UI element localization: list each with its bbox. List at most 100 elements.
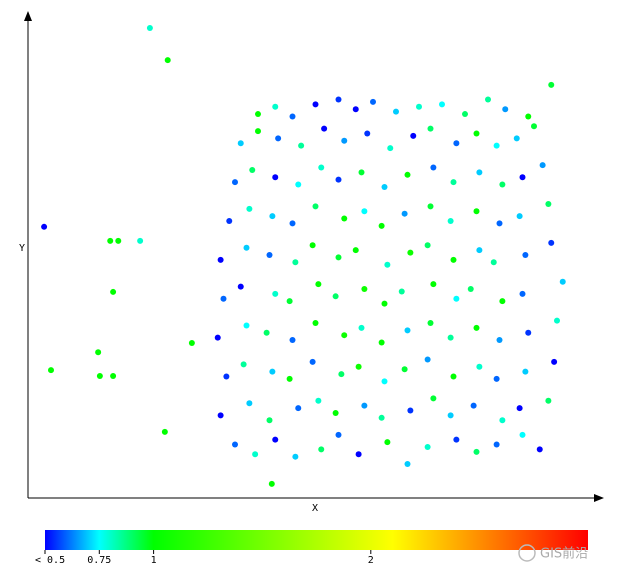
point <box>499 417 506 424</box>
point <box>381 378 388 385</box>
point <box>110 373 117 380</box>
point <box>407 407 414 414</box>
point <box>430 281 437 288</box>
point <box>332 293 339 300</box>
point <box>404 327 411 334</box>
point <box>275 135 282 142</box>
point <box>341 332 348 339</box>
point <box>272 103 279 110</box>
colorbar-tick-label: 2 <box>368 555 374 566</box>
point <box>404 171 411 178</box>
point <box>476 363 483 370</box>
point <box>146 25 153 32</box>
point <box>554 317 560 324</box>
point <box>341 215 348 222</box>
point <box>110 288 117 295</box>
point <box>161 428 168 435</box>
point <box>384 261 391 268</box>
point <box>470 402 477 409</box>
point <box>358 324 365 331</box>
point <box>266 417 273 424</box>
point <box>427 125 434 132</box>
point <box>496 220 503 227</box>
point <box>217 412 224 419</box>
point <box>338 371 345 378</box>
point <box>516 405 523 412</box>
colorbar-tick-label: < 0.5 <box>35 555 65 566</box>
point <box>499 181 506 188</box>
point <box>315 397 322 404</box>
point <box>214 334 221 341</box>
point <box>453 436 460 443</box>
point <box>427 320 434 327</box>
point <box>378 414 385 421</box>
point <box>439 101 445 108</box>
point <box>352 106 359 113</box>
point <box>447 217 454 224</box>
point <box>536 446 543 453</box>
point <box>450 256 457 263</box>
point <box>496 337 503 344</box>
point <box>473 448 480 455</box>
point <box>309 358 316 365</box>
point <box>272 436 279 443</box>
colorbar-tick-label: 1 <box>151 555 157 566</box>
point <box>295 405 302 412</box>
points <box>41 25 566 487</box>
point <box>137 237 144 244</box>
point <box>424 242 431 249</box>
point <box>519 174 526 181</box>
point <box>315 281 322 288</box>
point <box>318 446 325 453</box>
point <box>243 322 250 329</box>
point <box>48 367 54 374</box>
point <box>424 356 431 363</box>
point <box>269 213 276 220</box>
point <box>312 101 319 108</box>
point <box>467 286 474 293</box>
point <box>430 164 437 171</box>
point <box>95 349 102 356</box>
point <box>522 252 529 258</box>
point <box>226 217 233 224</box>
watermark: GIS前沿 <box>540 546 588 562</box>
point <box>289 113 296 120</box>
point <box>358 169 365 176</box>
point <box>473 130 480 137</box>
point <box>525 113 532 120</box>
point <box>493 441 500 448</box>
point <box>289 337 296 344</box>
point <box>312 320 319 327</box>
point <box>473 324 480 331</box>
point <box>263 329 270 336</box>
point <box>401 366 408 373</box>
point <box>255 128 261 135</box>
point <box>286 375 293 382</box>
point <box>96 373 103 380</box>
point <box>361 286 368 293</box>
point <box>548 239 555 246</box>
point <box>289 220 296 227</box>
point <box>332 409 339 416</box>
point <box>341 137 348 144</box>
point <box>321 125 328 132</box>
point <box>240 361 247 368</box>
point <box>410 132 417 139</box>
point <box>249 166 256 173</box>
point <box>493 142 500 149</box>
point <box>384 439 391 446</box>
point <box>243 244 250 251</box>
point <box>490 259 497 266</box>
point <box>335 254 342 261</box>
point <box>387 145 394 152</box>
point <box>525 329 532 336</box>
point <box>499 298 506 305</box>
point <box>473 208 480 215</box>
point <box>237 140 244 147</box>
point <box>312 203 319 210</box>
point <box>352 247 359 254</box>
point <box>531 123 537 130</box>
point <box>188 339 195 346</box>
point <box>269 368 276 375</box>
